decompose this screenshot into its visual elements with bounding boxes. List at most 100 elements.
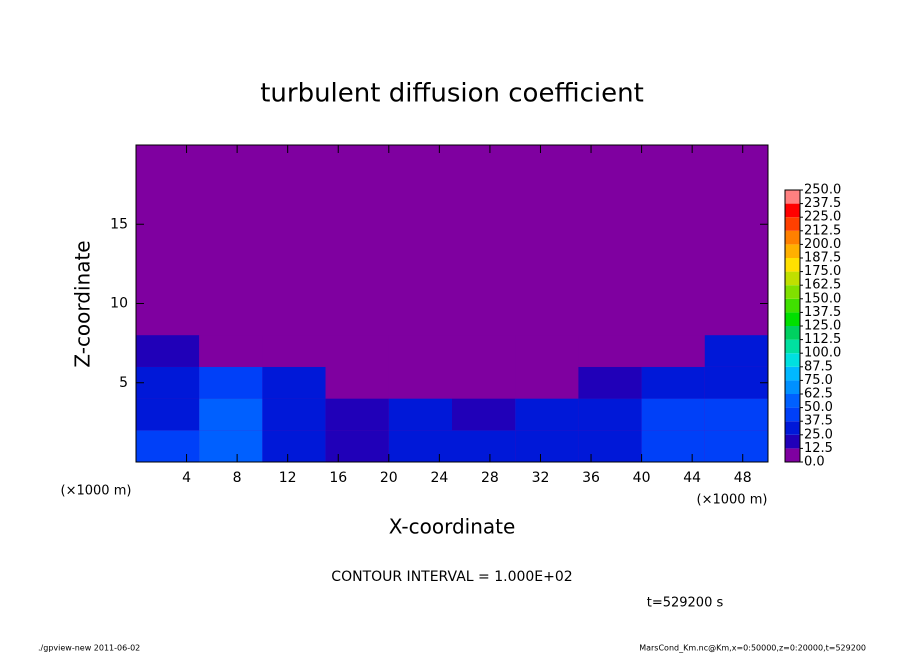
field-cell (452, 430, 516, 462)
y-tick-label: 10 (110, 296, 128, 312)
y-tick-label: 15 (110, 216, 128, 232)
field-cell (515, 335, 579, 367)
x-tick-label: 12 (279, 470, 297, 486)
colorbar-label: 87.5 (804, 359, 833, 374)
colorbar-label: 137.5 (804, 305, 841, 320)
x-tick-label: 40 (633, 470, 651, 486)
field-cell (641, 398, 705, 431)
field-cell (578, 430, 642, 462)
colorbar-label: 250.0 (804, 183, 841, 198)
colorbar-label: 100.0 (804, 346, 841, 361)
colorbar-label: 12.5 (804, 441, 833, 456)
footer-right: MarsCond_Km.nc@Km,x=0:50000,z=0:20000,t=… (639, 644, 866, 653)
x-tick-label: 48 (734, 470, 752, 486)
field-cell (388, 430, 452, 462)
field-cell (704, 398, 768, 431)
colorbar-swatch (785, 285, 800, 299)
colorbar-label: 162.5 (804, 278, 841, 293)
x-tick-label: 24 (430, 470, 448, 486)
colorbar-label: 150.0 (804, 291, 841, 306)
field-cell (325, 335, 389, 367)
field-cell (199, 430, 263, 462)
colorbar-label: 225.0 (804, 210, 841, 225)
field-cell (515, 398, 579, 431)
colorbar-swatch (785, 271, 800, 286)
colorbar-label: 37.5 (804, 414, 833, 429)
colorbar-label: 187.5 (804, 251, 841, 266)
colorbar-label: 212.5 (804, 223, 841, 238)
time-label: t=529200 s (647, 596, 724, 611)
colorbar-label: 200.0 (804, 237, 841, 252)
field-cell (325, 366, 389, 399)
contour-interval: CONTOUR INTERVAL = 1.000E+02 (331, 569, 572, 585)
field-cell (515, 366, 579, 399)
x-tick-label: 4 (182, 470, 191, 486)
x-tick-label: 28 (481, 470, 499, 486)
x-tick-label: 8 (233, 470, 242, 486)
x-tick-label: 32 (532, 470, 550, 486)
y-axis-label: Z-coordinate (71, 240, 95, 367)
colorbar-label: 75.0 (804, 373, 833, 388)
field-cell (641, 335, 705, 367)
field-cell (578, 335, 642, 367)
x-axis-label: X-coordinate (389, 515, 516, 539)
colorbar-label: 25.0 (804, 427, 833, 442)
field-cell (515, 430, 579, 462)
colorbar-swatch (785, 366, 800, 381)
colorbar-label: 112.5 (804, 332, 841, 347)
colorbar-swatch (785, 312, 800, 326)
field-cell (388, 366, 452, 399)
field-cell (262, 430, 326, 462)
field-cell (704, 366, 768, 399)
field-cell (262, 335, 326, 367)
field-cell (136, 366, 200, 399)
colorbar-swatch (785, 394, 800, 408)
colorbar-label: 50.0 (804, 400, 833, 415)
field-cell (136, 398, 200, 431)
field-cell (262, 366, 326, 399)
footer-left: ./gpview-new 2011-06-02 (38, 644, 140, 653)
x-tick-label: 44 (683, 470, 701, 486)
colorbar-label: 62.5 (804, 387, 833, 402)
field-cell (388, 335, 452, 367)
colorbar-swatch (785, 203, 800, 218)
colorbar-swatch (785, 434, 800, 449)
colorbar-swatch (785, 339, 800, 354)
field-cell (136, 335, 200, 367)
field-cell (262, 398, 326, 431)
x-tick-label: 16 (329, 470, 347, 486)
colorbar-swatch (785, 448, 800, 462)
field-cell (578, 398, 642, 431)
colorbar-swatch (785, 407, 800, 422)
colorbar-swatch (785, 244, 800, 258)
colorbar-swatch (785, 380, 800, 394)
field-cell (452, 366, 516, 399)
colorbar-label: 175.0 (804, 264, 841, 279)
colorbar-swatch (785, 421, 800, 435)
chart-title: turbulent diffusion coefficient (260, 79, 644, 109)
y-tick-label: 5 (119, 375, 128, 391)
field-cell (704, 335, 768, 367)
field-cell (136, 430, 200, 462)
field-cell (704, 430, 768, 462)
colorbar-label: 0.0 (804, 455, 825, 470)
field-cell (388, 398, 452, 431)
colorbar-swatch (785, 326, 800, 340)
x-tick-label: 36 (582, 470, 600, 486)
colorbar-label: 125.0 (804, 319, 841, 334)
field-cell (452, 335, 516, 367)
x-unit: (×1000 m) (697, 493, 768, 508)
field-cell (199, 335, 263, 367)
colorbar-swatch (785, 298, 800, 313)
colorbar-swatch (785, 258, 800, 272)
colorbar-swatch (785, 190, 800, 204)
x-tick-label: 20 (380, 470, 398, 486)
field-cell (199, 366, 263, 399)
field-cell (325, 430, 389, 462)
field-cell (641, 366, 705, 399)
colorbar-swatch (785, 217, 800, 231)
field-cell (199, 398, 263, 431)
y-unit: (×1000 m) (61, 484, 132, 499)
colorbar-swatch (785, 353, 800, 367)
